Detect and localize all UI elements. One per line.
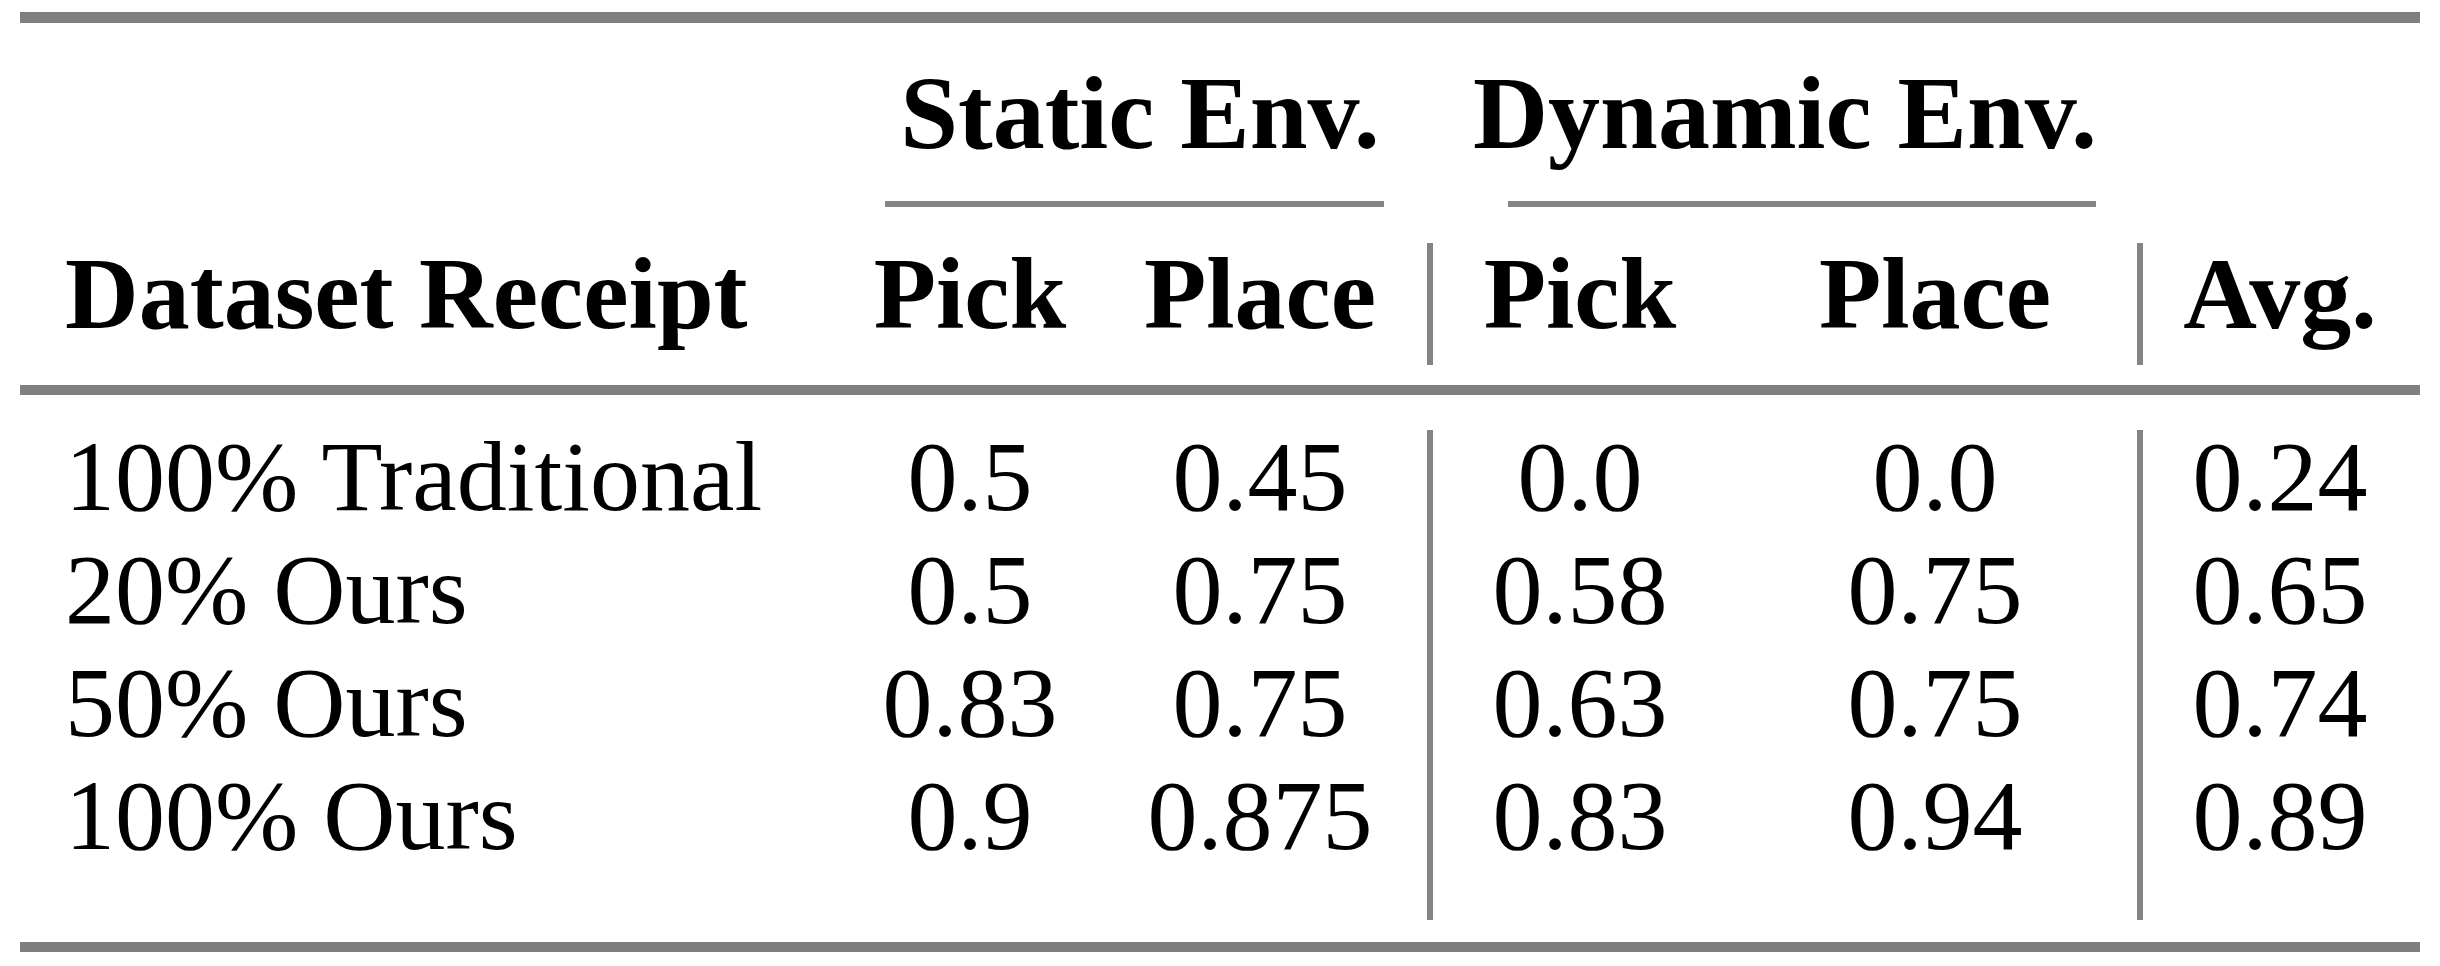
row-label-cell: 100% Traditional [20, 420, 850, 533]
table-row: 50% Ours 0.83 0.75 0.63 0.75 0.74 [20, 646, 2420, 759]
column-header-row: Dataset Receipt Pick Place Pick Place Av… [20, 203, 2420, 385]
row-label-cell: 100% Ours [20, 759, 850, 872]
group-header-row: Static Env. Dynamic Env. [20, 23, 2420, 203]
row-label-cell: 50% Ours [20, 646, 850, 759]
spacer-cell [20, 385, 2420, 420]
static-env-group-header: Static Env. [850, 23, 1430, 203]
results-table: Static Env. Dynamic Env. Dataset Receipt… [20, 23, 2420, 872]
static-place-cell: 0.45 [1090, 420, 1430, 533]
table-row: 100% Ours 0.9 0.875 0.83 0.94 0.89 [20, 759, 2420, 872]
table-row: 100% Traditional 0.5 0.45 0.0 0.0 0.24 [20, 420, 2420, 533]
avg-cell: 0.89 [2140, 759, 2420, 872]
dynamic-pick-cell: 0.83 [1430, 759, 1730, 872]
col-header-dataset-receipt: Dataset Receipt [20, 203, 850, 385]
avg-cell: 0.74 [2140, 646, 2420, 759]
static-pick-cell: 0.5 [850, 533, 1090, 646]
static-place-cell: 0.75 [1090, 533, 1430, 646]
dynamic-place-cell: 0.75 [1730, 533, 2140, 646]
static-place-cell: 0.875 [1090, 759, 1430, 872]
group-header-empty-left [20, 23, 850, 203]
row-label-cell: 20% Ours [20, 533, 850, 646]
dynamic-pick-cell: 0.58 [1430, 533, 1730, 646]
table-row: 20% Ours 0.5 0.75 0.58 0.75 0.65 [20, 533, 2420, 646]
col-header-static-place: Place [1090, 203, 1430, 385]
table-bottom-rule [20, 942, 2420, 952]
dynamic-place-cell: 0.75 [1730, 646, 2140, 759]
static-pick-cell: 0.83 [850, 646, 1090, 759]
dynamic-pick-cell: 0.63 [1430, 646, 1730, 759]
dynamic-place-cell: 0.0 [1730, 420, 2140, 533]
avg-cell: 0.65 [2140, 533, 2420, 646]
avg-cell: 0.24 [2140, 420, 2420, 533]
col-header-dynamic-pick: Pick [1430, 203, 1730, 385]
col-header-dynamic-place: Place [1730, 203, 2140, 385]
static-place-cell: 0.75 [1090, 646, 1430, 759]
static-pick-cell: 0.9 [850, 759, 1090, 872]
dynamic-env-group-header: Dynamic Env. [1430, 23, 2140, 203]
spacer-row [20, 385, 2420, 420]
col-header-static-pick: Pick [850, 203, 1090, 385]
col-header-avg: Avg. [2140, 203, 2420, 385]
dynamic-place-cell: 0.94 [1730, 759, 2140, 872]
group-header-empty-right [2140, 23, 2420, 203]
table-top-rule [20, 12, 2420, 23]
paper-results-table-figure: Static Env. Dynamic Env. Dataset Receipt… [0, 0, 2440, 966]
dynamic-pick-cell: 0.0 [1430, 420, 1730, 533]
static-pick-cell: 0.5 [850, 420, 1090, 533]
